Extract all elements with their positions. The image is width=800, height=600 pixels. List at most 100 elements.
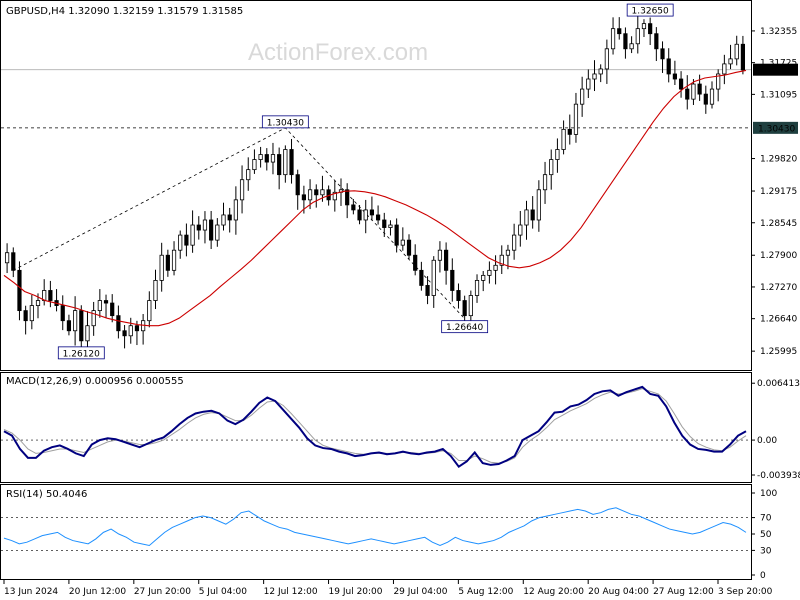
candle-body — [289, 149, 294, 176]
price-highlight-box — [753, 121, 798, 134]
candle-body — [691, 83, 696, 100]
candle-body — [165, 254, 170, 271]
price-tick-label: 1.27270 — [760, 283, 797, 293]
candle-body — [301, 194, 306, 201]
candle-body — [153, 280, 158, 301]
candle-body — [425, 285, 430, 296]
price-highlight-box — [753, 63, 798, 76]
candle-body — [419, 269, 424, 286]
candle-body — [221, 214, 226, 226]
candle-body — [549, 159, 554, 176]
candle-body — [598, 68, 603, 75]
price-tick-label: 1.29820 — [760, 155, 797, 165]
rsi-tick-label: 0 — [760, 571, 766, 581]
candle-body — [85, 325, 90, 342]
price-highlight-label: 1.31585 — [758, 66, 795, 76]
candle-body — [431, 259, 436, 296]
candle-body — [450, 269, 455, 291]
candle-body — [481, 274, 486, 281]
candle-body — [474, 280, 480, 296]
candle-body — [147, 300, 152, 322]
candle-body — [79, 310, 84, 342]
macd-tick-label: 0.00 — [757, 436, 777, 446]
price-tick-label: 1.29175 — [760, 187, 797, 197]
rsi-line — [3, 507, 747, 547]
candle-body — [388, 224, 393, 228]
rsi-axis: 100 70 50 30 0 — [751, 489, 777, 581]
candle-body — [258, 154, 263, 160]
price-tick-label: 1.27900 — [760, 251, 797, 261]
candle-body — [190, 224, 195, 246]
macd-tick-label: -0.003938 — [757, 471, 800, 481]
candle-body — [542, 174, 548, 191]
price-tick-label: 1.25995 — [760, 347, 797, 357]
candle-body — [413, 254, 418, 271]
time-tick-label: 27 Aug 12:00 — [653, 587, 714, 597]
candle-body — [444, 249, 449, 271]
macd-header: MACD(12,26,9) 0.000956 0.000555 — [6, 376, 184, 387]
swing-label: 1.26640 — [446, 323, 483, 333]
candle-body — [4, 252, 10, 264]
candle-body — [394, 224, 399, 246]
candle-body — [709, 88, 715, 105]
candle-body — [110, 302, 115, 317]
rsi-tick-label: 50 — [760, 530, 772, 540]
candle-body — [406, 239, 412, 256]
candle-body — [307, 189, 313, 201]
candle-body — [122, 330, 127, 337]
candle-body — [740, 43, 746, 71]
swing-label-box — [441, 320, 489, 334]
watermark: ActionForex.com — [248, 39, 428, 66]
candle-body — [375, 214, 381, 221]
candle-body — [66, 320, 72, 332]
candle-body — [629, 43, 634, 50]
candle-body — [209, 219, 214, 241]
candle-body — [728, 58, 733, 65]
candle-body — [283, 149, 288, 176]
candle-body — [11, 252, 16, 271]
price-tick-label: 1.28545 — [760, 219, 797, 229]
candle-body — [666, 58, 671, 75]
candle-body — [641, 23, 647, 30]
macd-main-line — [3, 385, 747, 469]
candle-body — [369, 209, 375, 216]
candle-body — [530, 209, 535, 221]
candle-body — [604, 48, 609, 70]
price-layer: 1.26120 1.30430 1.26640 1.32650 — [1, 3, 751, 359]
time-tick-label: 19 Jul 20:00 — [329, 587, 383, 597]
price-highlight-label: 1.30430 — [758, 124, 795, 134]
time-axis: 13 Jun 2024 20 Jun 12:00 27 Jun 20:00 5 Jul… — [3, 580, 773, 597]
candle-body — [610, 28, 616, 50]
price-tick-label: 1.31725 — [760, 59, 797, 69]
price-tick-label: 1.31095 — [760, 90, 797, 100]
candle-body — [493, 264, 498, 271]
candle-body — [716, 73, 721, 90]
candle-body — [617, 28, 622, 35]
candle-body — [246, 169, 251, 181]
candle-body — [722, 63, 727, 75]
time-tick-label: 5 Aug 12:00 — [458, 587, 513, 597]
swing-label-box — [261, 115, 309, 129]
moving-average-line — [3, 69, 747, 327]
candle-body — [314, 189, 319, 196]
candle-body — [468, 295, 473, 317]
rsi-layer — [1, 507, 751, 551]
candle-body — [678, 78, 684, 90]
time-tick-label: 20 Jun 12:00 — [69, 587, 126, 597]
price-panel-frame — [0, 0, 752, 371]
candle-body — [703, 93, 708, 105]
candle-body — [159, 254, 164, 281]
candle-body — [215, 224, 220, 241]
rsi-header: RSI(14) 50.4046 — [6, 489, 87, 500]
candle-body — [239, 179, 245, 201]
time-tick-label: 5 Jul 04:00 — [199, 587, 248, 597]
candle-body — [567, 128, 572, 135]
candle-body — [202, 219, 208, 231]
candle-body — [518, 224, 523, 236]
swing-label-box — [626, 3, 674, 17]
candle-body — [734, 43, 739, 60]
candle-body — [580, 88, 585, 105]
candle-body — [91, 310, 96, 327]
candle-body — [382, 219, 387, 228]
